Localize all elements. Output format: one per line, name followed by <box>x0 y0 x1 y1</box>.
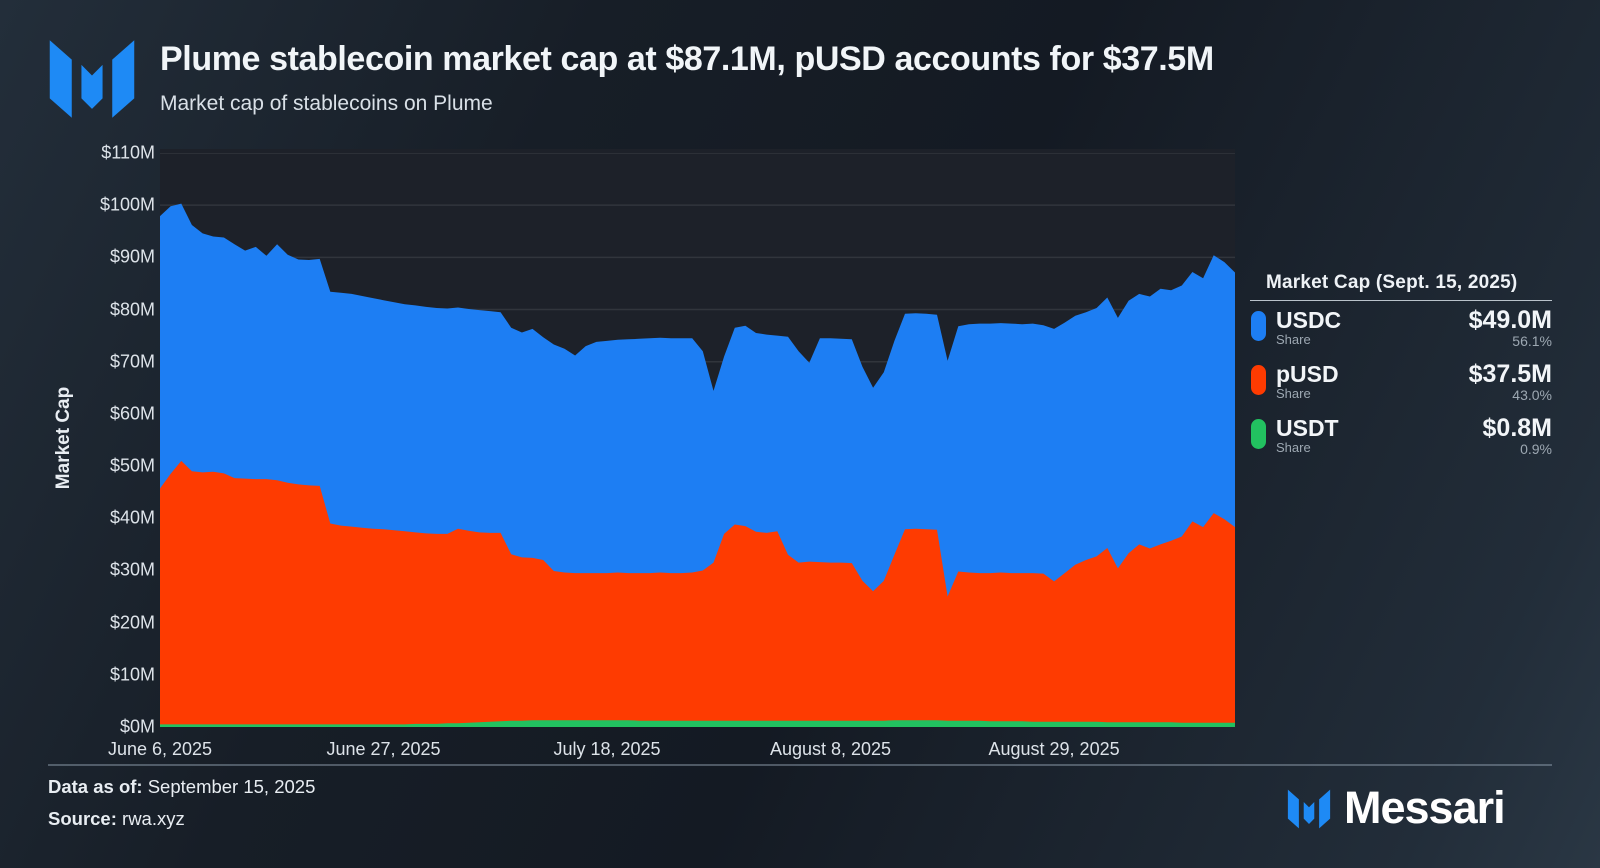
data-as-of: Data as of: September 15, 2025 <box>48 776 315 798</box>
area-usdt <box>160 720 1235 727</box>
x-tick-label: August 29, 2025 <box>988 739 1120 759</box>
legend-share-label: Share <box>1276 440 1311 455</box>
messari-logo-icon <box>1287 789 1331 829</box>
usdt-swatch-icon <box>1251 419 1266 449</box>
legend-percent: 43.0% <box>1512 387 1552 403</box>
source-label: Source: <box>48 808 117 829</box>
x-tick-label: July 18, 2025 <box>553 739 661 759</box>
x-tick-label: June 6, 2025 <box>107 739 213 759</box>
legend-name: USDC <box>1276 307 1342 333</box>
messari-logo-icon <box>49 40 135 118</box>
y-tick-label: $0M <box>119 716 155 737</box>
stacked-area-chart <box>160 153 1235 727</box>
x-tick-label: August 8, 2025 <box>769 739 892 759</box>
legend-value: $0.8M <box>1482 414 1552 442</box>
messari-wordmark: Messari <box>1344 782 1506 833</box>
y-tick-label: $20M <box>109 612 155 633</box>
y-tick-label: $50M <box>109 455 155 476</box>
y-tick-label: $80M <box>109 299 155 320</box>
usdc-swatch-icon <box>1251 311 1266 341</box>
y-tick-label: $70M <box>109 351 155 372</box>
legend-row-pusd: pUSD Share $37.5M 43.0% <box>1250 362 1552 403</box>
legend-name: pUSD <box>1276 361 1339 387</box>
legend-panel: Market Cap (Sept. 15, 2025) USDC Share $… <box>1250 272 1552 470</box>
page-title: Plume stablecoin market cap at $87.1M, p… <box>160 40 1214 78</box>
legend-percent: 56.1% <box>1512 333 1552 349</box>
y-tick-label: $90M <box>109 246 155 267</box>
legend-value: $37.5M <box>1468 360 1552 388</box>
data-as-of-label: Data as of: <box>48 776 143 797</box>
data-as-of-value: September 15, 2025 <box>142 776 316 797</box>
y-tick-label: $10M <box>109 664 155 685</box>
legend-percent: 0.9% <box>1520 441 1552 457</box>
x-tick-label: June 27, 2025 <box>326 739 441 759</box>
legend-share-label: Share <box>1276 332 1311 347</box>
y-tick-label: $40M <box>109 507 155 528</box>
legend-row-usdt: USDT Share $0.8M 0.9% <box>1250 416 1552 457</box>
legend-title: Market Cap (Sept. 15, 2025) <box>1266 272 1518 293</box>
legend-name: USDT <box>1276 415 1339 441</box>
footer-divider <box>48 764 1552 766</box>
page-subtitle: Market cap of stablecoins on Plume <box>160 92 493 115</box>
pusd-swatch-icon <box>1251 365 1266 395</box>
legend-share-label: Share <box>1276 386 1311 401</box>
y-tick-label: $30M <box>109 559 155 580</box>
y-tick-label: $60M <box>109 403 155 424</box>
y-tick-label: $110M <box>101 142 155 163</box>
area-pusd <box>160 460 1235 727</box>
legend-row-usdc: USDC Share $49.0M 56.1% <box>1250 308 1552 349</box>
source: Source: rwa.xyz <box>48 808 185 830</box>
source-value: rwa.xyz <box>116 808 185 829</box>
y-tick-label: $100M <box>99 194 155 215</box>
legend-divider <box>1250 300 1552 301</box>
legend-value: $49.0M <box>1468 306 1552 334</box>
